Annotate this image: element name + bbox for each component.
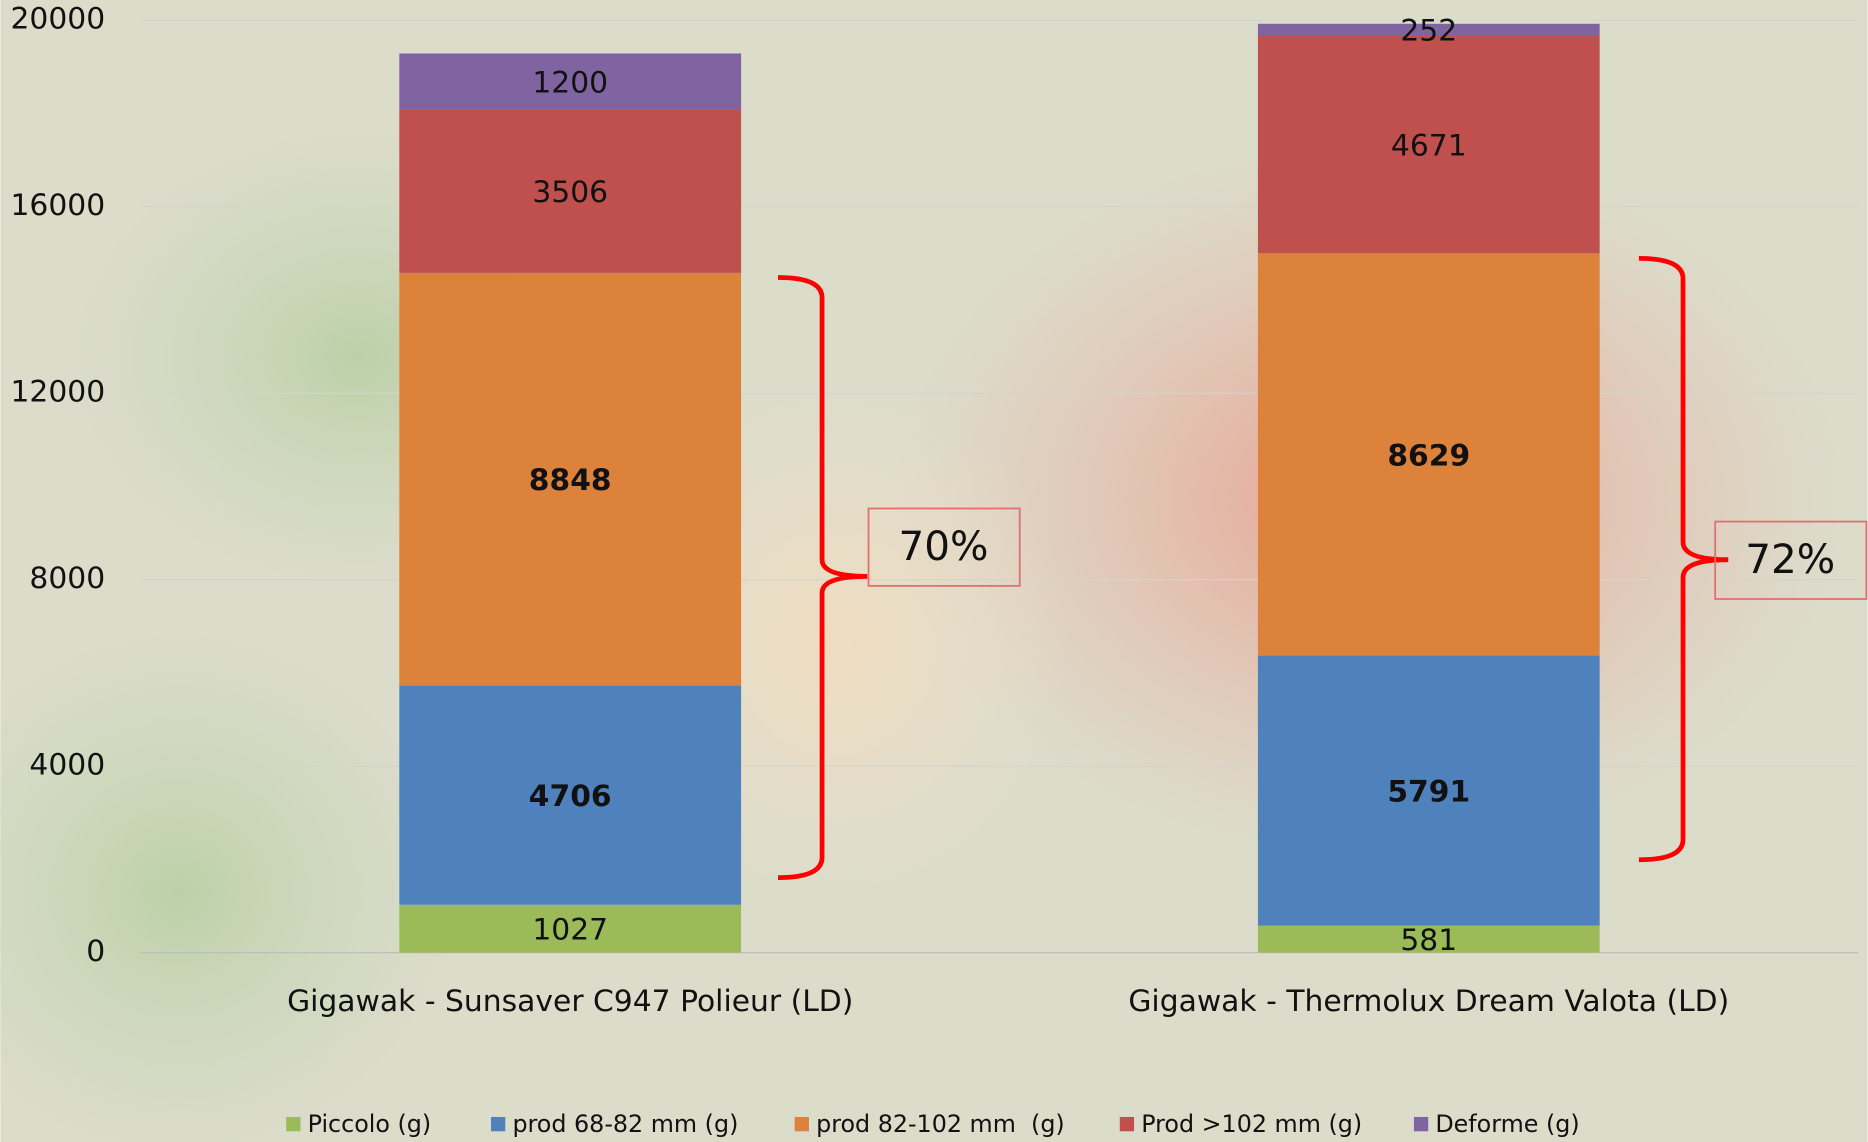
chart: 0 4000 8000 12000 16000 20000 1027 4706 8848 3506… [0, 0, 1868, 1142]
y-tick-label: 12000 [10, 375, 105, 410]
data-label: 3506 [532, 175, 608, 210]
data-label: 4671 [1391, 128, 1467, 163]
y-tick-label: 16000 [10, 188, 105, 223]
data-label: 1027 [532, 913, 608, 948]
annotation: 70% [899, 522, 989, 570]
legend-label: Piccolo (g) [308, 1110, 432, 1138]
data-label: 5791 [1387, 774, 1470, 809]
y-tick-label: 20000 [10, 2, 105, 37]
legend-swatch [491, 1117, 505, 1131]
page: 0 4000 8000 12000 16000 20000 1027 4706 8848 3506… [0, 0, 1868, 1142]
annotation: 72% [1745, 535, 1835, 583]
y-tick-label: 4000 [29, 748, 105, 783]
y-tick-label: 0 [86, 934, 105, 969]
x-tick-label: Gigawak - Sunsaver C947 Polieur (LD) [287, 984, 853, 1019]
data-label: 4706 [529, 779, 612, 814]
legend-label: prod 82-102 mm (g) [816, 1110, 1065, 1138]
data-label: 8848 [529, 463, 612, 498]
y-tick-label: 8000 [29, 561, 105, 596]
x-tick-label: Gigawak - Thermolux Dream Valota (LD) [1128, 984, 1729, 1019]
legend-swatch [1414, 1117, 1428, 1131]
legend-label: prod 68-82 mm (g) [512, 1110, 738, 1138]
data-label: 581 [1400, 923, 1457, 958]
data-label: 8629 [1387, 438, 1470, 473]
legend-swatch [795, 1117, 809, 1131]
data-label: 252 [1400, 14, 1457, 49]
legend-label: Prod >102 mm (g) [1141, 1110, 1362, 1138]
legend-swatch [286, 1117, 300, 1131]
data-label: 1200 [532, 65, 608, 100]
legend-label: Deforme (g) [1435, 1110, 1579, 1138]
legend-swatch [1120, 1117, 1134, 1131]
